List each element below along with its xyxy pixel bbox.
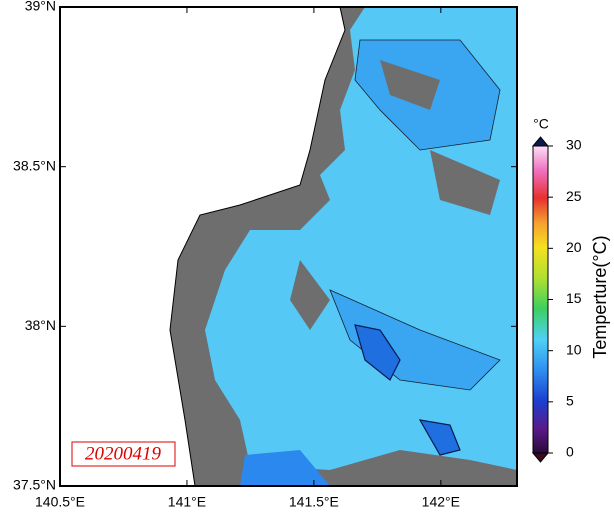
colorbar-tick-label: 20	[566, 239, 582, 255]
lat-tick-label: 38°N	[25, 317, 56, 333]
lon-tick-label: 142°E	[422, 494, 460, 510]
map-field	[60, 7, 517, 486]
colorbar-unit: °C	[533, 116, 549, 132]
lon-tick-label: 141°E	[168, 494, 206, 510]
colorbar	[532, 145, 549, 454]
lat-tick-label: 39°N	[25, 0, 56, 14]
colorbar-tick-label: 15	[566, 290, 582, 306]
colorbar-tick-label: 5	[566, 393, 574, 409]
colorbar-title: Temperture(°C)	[590, 235, 610, 358]
lat-tick-label: 37.5°N	[13, 477, 56, 493]
lon-tick-label: 141.5°E	[289, 494, 339, 510]
colorbar-tick-label: 0	[566, 444, 574, 460]
colorbar-tick-label: 10	[566, 341, 582, 357]
lat-tick-label: 38.5°N	[13, 157, 56, 173]
map-frame	[59, 6, 518, 487]
colorbar-tick-label: 25	[566, 188, 582, 204]
date-box	[71, 441, 176, 467]
colorbar-max-triangle	[531, 136, 550, 147]
colorbar-tick-label: 30	[566, 137, 582, 153]
colorbar-min-triangle	[531, 452, 550, 463]
lon-tick-label: 140.5°E	[35, 494, 85, 510]
date-label: 20200419	[85, 443, 162, 464]
